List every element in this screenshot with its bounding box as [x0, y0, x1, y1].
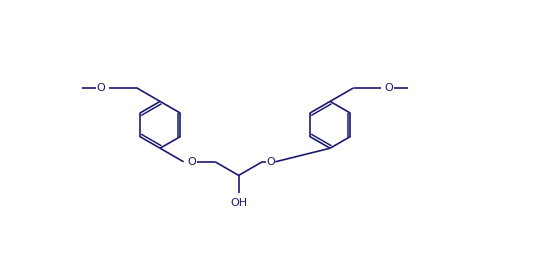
Text: O: O	[267, 157, 275, 167]
Text: O: O	[187, 157, 196, 167]
Text: O: O	[96, 83, 105, 93]
Text: OH: OH	[230, 198, 247, 208]
Text: O: O	[385, 83, 393, 93]
